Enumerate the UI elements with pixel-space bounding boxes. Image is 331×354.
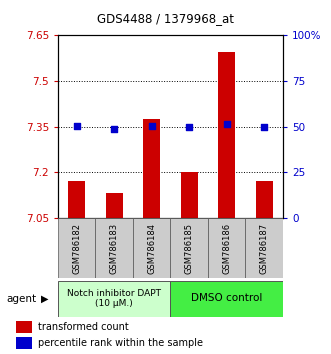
Point [149,123,154,129]
Bar [246,218,283,278]
Bar [170,218,208,278]
Point [187,124,192,130]
Bar [256,181,273,218]
Text: GSM786182: GSM786182 [72,223,81,274]
Bar [58,281,170,317]
Text: Notch inhibitor DAPT
(10 μM.): Notch inhibitor DAPT (10 μM.) [67,289,161,308]
Bar [218,52,235,218]
Bar [16,321,32,333]
Text: transformed count: transformed count [38,322,129,332]
Text: GSM786184: GSM786184 [147,223,156,274]
Bar [106,193,122,218]
Point [112,126,117,132]
Text: GDS4488 / 1379968_at: GDS4488 / 1379968_at [97,12,234,25]
Bar [143,119,160,218]
Bar [16,337,32,349]
Point [224,121,229,127]
Text: ▶: ▶ [41,294,48,304]
Bar [208,218,246,278]
Bar [58,218,95,278]
Point [261,124,267,130]
Bar [133,218,170,278]
Text: GSM786185: GSM786185 [185,223,194,274]
Text: percentile rank within the sample: percentile rank within the sample [38,338,203,348]
Bar [181,172,198,218]
Bar [170,281,283,317]
Text: DMSO control: DMSO control [191,293,262,303]
Text: GSM786183: GSM786183 [110,223,119,274]
Bar [68,181,85,218]
Point [74,123,79,129]
Text: GSM786186: GSM786186 [222,223,231,274]
Bar [95,218,133,278]
Text: agent: agent [7,294,37,304]
Text: GSM786187: GSM786187 [260,223,269,274]
